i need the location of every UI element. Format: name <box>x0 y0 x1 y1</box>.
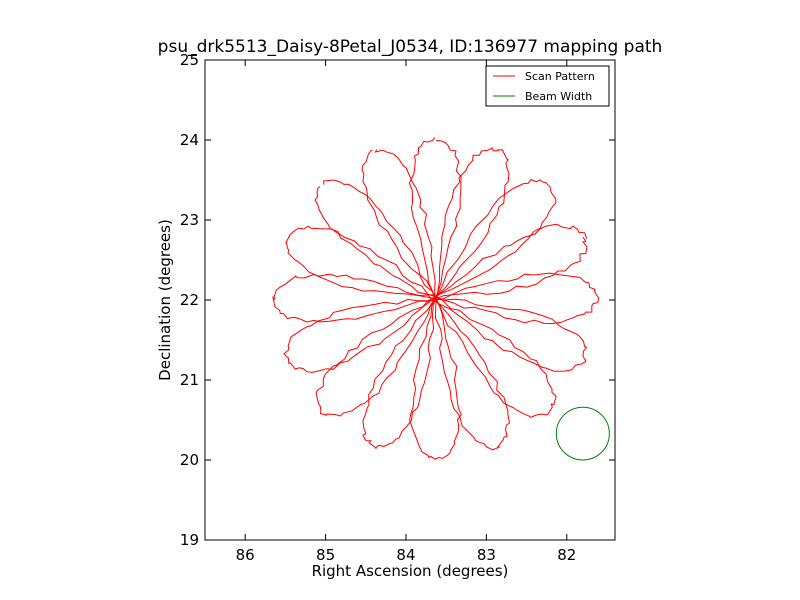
chart-title: psu_drk5513_Daisy-8Petal_J0534, ID:13697… <box>158 37 663 57</box>
x-axis-label: Right Ascension (degrees) <box>312 562 509 580</box>
scan-petal <box>408 137 462 460</box>
legend-box <box>485 65 610 107</box>
y-tick-label: 21 <box>180 371 199 389</box>
y-axis: 19 20 21 22 23 24 25 <box>180 51 615 549</box>
y-tick-label: 25 <box>180 51 199 69</box>
scan-petal <box>362 147 510 449</box>
y-tick-label: 23 <box>180 211 199 229</box>
x-tick-label: 84 <box>396 546 415 564</box>
x-axis: 86 85 84 83 82 <box>236 60 576 564</box>
scan-petal <box>272 272 600 325</box>
x-tick-label: 85 <box>316 546 335 564</box>
y-tick-label: 24 <box>180 131 199 149</box>
scan-petal <box>361 149 511 451</box>
scan-pattern-layer <box>272 137 600 460</box>
y-axis-label: Declination (degrees) <box>156 219 174 381</box>
scan-petal <box>283 223 588 373</box>
x-tick-label: 86 <box>236 546 255 564</box>
x-tick-label: 82 <box>557 546 576 564</box>
y-tick-label: 20 <box>180 451 199 469</box>
legend: Scan Pattern Beam Width <box>485 65 610 107</box>
y-tick-label: 19 <box>180 531 199 549</box>
scan-petal <box>314 179 557 418</box>
beam-width-circle <box>555 406 610 461</box>
y-tick-label: 22 <box>180 291 199 309</box>
legend-label-scan-pattern: Scan Pattern <box>525 70 595 83</box>
x-tick-label: 83 <box>477 546 496 564</box>
scan-petal <box>285 225 588 372</box>
beam-width-layer <box>555 406 610 461</box>
legend-label-beam-width: Beam Width <box>525 90 592 103</box>
scan-petal <box>315 178 557 417</box>
